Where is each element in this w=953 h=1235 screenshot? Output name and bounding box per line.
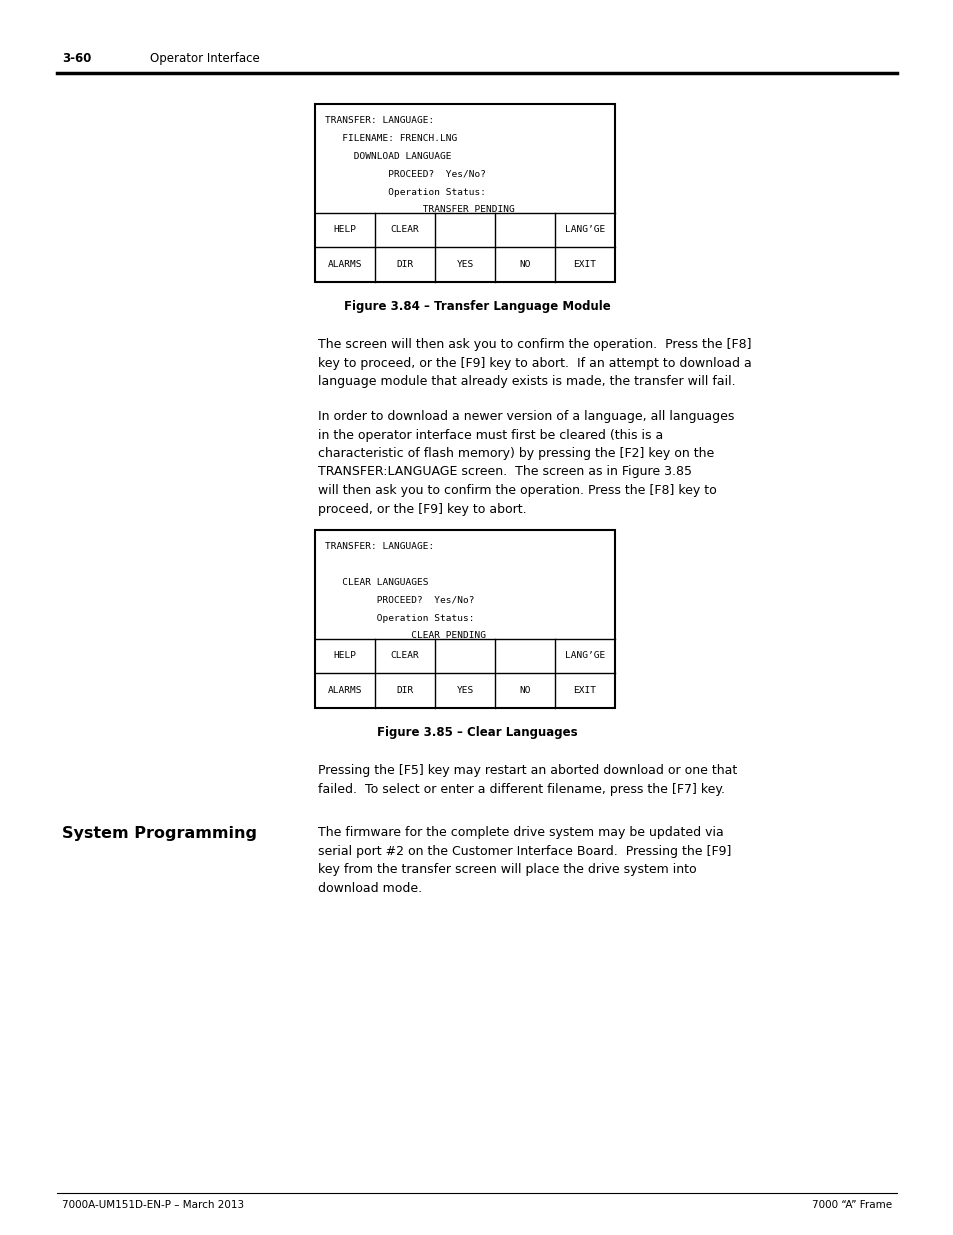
Text: In order to download a newer version of a language, all languages
in the operato: In order to download a newer version of … (317, 410, 734, 515)
Text: 3-60: 3-60 (62, 52, 91, 65)
Text: HELP: HELP (334, 226, 356, 235)
Text: YES: YES (456, 261, 473, 269)
Text: EXIT: EXIT (573, 687, 596, 695)
Text: 7000 “A” Frame: 7000 “A” Frame (811, 1200, 891, 1210)
Text: Operator Interface: Operator Interface (150, 52, 259, 65)
Text: ALARMS: ALARMS (328, 261, 362, 269)
Text: CLEAR: CLEAR (390, 226, 419, 235)
Text: Figure 3.84 – Transfer Language Module: Figure 3.84 – Transfer Language Module (343, 300, 610, 312)
Text: NO: NO (518, 687, 530, 695)
Text: The firmware for the complete drive system may be updated via
serial port #2 on : The firmware for the complete drive syst… (317, 826, 731, 894)
Text: YES: YES (456, 687, 473, 695)
Text: HELP: HELP (334, 651, 356, 661)
Text: TRANSFER: LANGUAGE:: TRANSFER: LANGUAGE: (325, 116, 434, 126)
Text: FILENAME: FRENCH.LNG: FILENAME: FRENCH.LNG (325, 135, 456, 143)
Bar (314, 530, 615, 708)
Text: LANG’GE: LANG’GE (564, 651, 604, 661)
Text: DIR: DIR (395, 687, 414, 695)
Text: EXIT: EXIT (573, 261, 596, 269)
Text: Operation Status:: Operation Status: (325, 614, 474, 622)
Text: PROCEED?  Yes/No?: PROCEED? Yes/No? (325, 595, 474, 605)
Text: ALARMS: ALARMS (328, 687, 362, 695)
Bar (314, 104, 615, 282)
Text: System Programming: System Programming (62, 826, 256, 841)
Text: Pressing the [F5] key may restart an aborted download or one that
failed.  To se: Pressing the [F5] key may restart an abo… (317, 764, 737, 795)
Text: Operation Status:: Operation Status: (325, 188, 485, 196)
Text: TRANSFER PENDING: TRANSFER PENDING (325, 205, 515, 215)
Text: TRANSFER: LANGUAGE:: TRANSFER: LANGUAGE: (325, 542, 434, 551)
Text: CLEAR LANGUAGES: CLEAR LANGUAGES (325, 578, 428, 587)
Text: PROCEED?  Yes/No?: PROCEED? Yes/No? (325, 169, 485, 179)
Text: LANG’GE: LANG’GE (564, 226, 604, 235)
Text: 7000A-UM151D-EN-P – March 2013: 7000A-UM151D-EN-P – March 2013 (62, 1200, 244, 1210)
Text: DIR: DIR (395, 261, 414, 269)
Text: DOWNLOAD LANGUAGE: DOWNLOAD LANGUAGE (325, 152, 451, 161)
Text: NO: NO (518, 261, 530, 269)
Text: The screen will then ask you to confirm the operation.  Press the [F8]
key to pr: The screen will then ask you to confirm … (317, 338, 751, 388)
Text: CLEAR PENDING: CLEAR PENDING (325, 631, 485, 641)
Text: CLEAR: CLEAR (390, 651, 419, 661)
Text: Figure 3.85 – Clear Languages: Figure 3.85 – Clear Languages (376, 726, 577, 739)
